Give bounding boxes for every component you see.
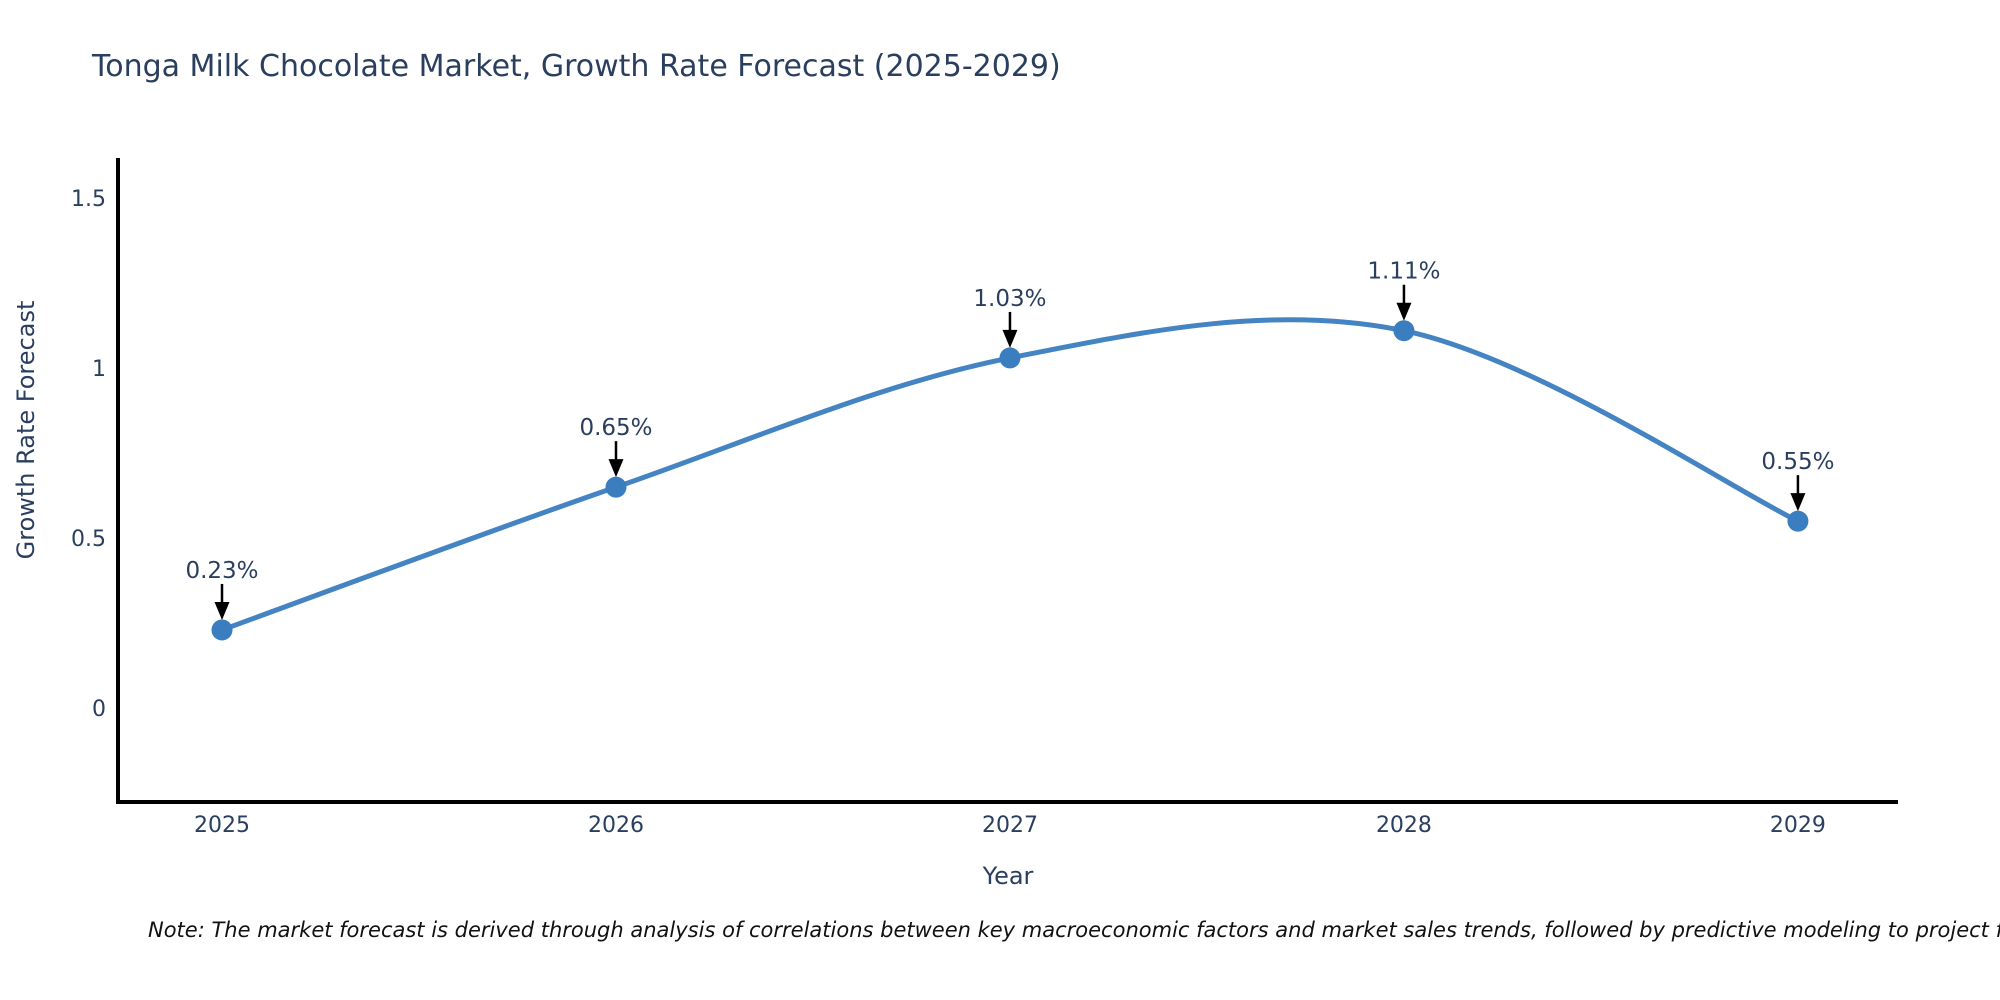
point-annotation-label: 1.11% (1367, 259, 1440, 285)
annotation-arrowhead (1790, 493, 1806, 512)
data-point-marker (605, 476, 627, 498)
x-axis-title: Year (982, 862, 1034, 890)
x-tick-label: 2027 (982, 813, 1038, 838)
y-tick-label: 1.5 (71, 187, 106, 212)
data-point-marker (1393, 320, 1415, 342)
annotation-arrowhead (214, 601, 230, 620)
y-axis-title: Growth Rate Forecast (12, 301, 40, 560)
point-annotation-label: 1.03% (973, 286, 1046, 312)
y-tick-label: 1 (92, 357, 106, 382)
y-tick-label: 0.5 (71, 527, 106, 552)
data-point-marker (211, 619, 233, 641)
chart-title: Tonga Milk Chocolate Market, Growth Rate… (92, 49, 1061, 84)
data-point-marker (999, 347, 1021, 369)
annotation-arrowhead (1002, 329, 1018, 348)
point-annotation-label: 0.65% (579, 415, 652, 441)
x-tick-label: 2025 (194, 813, 250, 838)
x-tick-label: 2028 (1376, 813, 1432, 838)
annotation-arrowhead (608, 459, 624, 478)
chart-note: Note: The market forecast is derived thr… (148, 918, 2000, 942)
x-tick-label: 2026 (588, 813, 644, 838)
annotation-arrowhead (1396, 302, 1412, 321)
y-tick-label: 0 (92, 697, 106, 722)
point-annotation-label: 0.55% (1761, 449, 1834, 475)
x-tick-label: 2029 (1770, 813, 1826, 838)
data-point-marker (1787, 510, 1809, 532)
point-annotation-label: 0.23% (185, 558, 258, 584)
